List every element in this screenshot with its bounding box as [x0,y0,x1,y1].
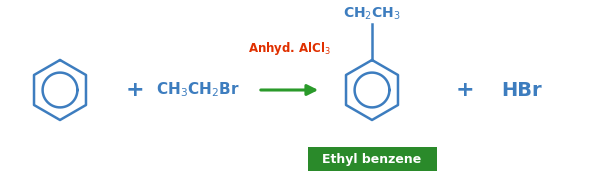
Text: Ethyl benzene: Ethyl benzene [322,153,422,166]
Text: +: + [455,80,475,100]
Text: +: + [125,80,145,100]
Text: HBr: HBr [502,80,542,100]
FancyBboxPatch shape [308,147,437,171]
Text: CH$_2$CH$_3$: CH$_2$CH$_3$ [343,5,401,22]
Text: Anhyd. AlCl$_3$: Anhyd. AlCl$_3$ [248,40,331,57]
Text: CH$_3$CH$_2$Br: CH$_3$CH$_2$Br [156,81,240,99]
